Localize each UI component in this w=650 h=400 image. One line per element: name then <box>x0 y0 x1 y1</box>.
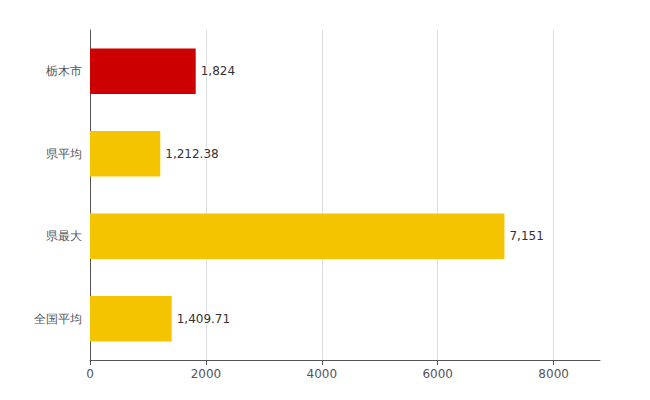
svg-text:全国平均: 全国平均 <box>34 312 82 326</box>
svg-text:1,212.38: 1,212.38 <box>165 147 218 161</box>
svg-text:1,409.71: 1,409.71 <box>177 312 230 326</box>
svg-text:8000: 8000 <box>538 367 569 381</box>
svg-text:0: 0 <box>86 367 94 381</box>
svg-text:4000: 4000 <box>307 367 338 381</box>
svg-text:県最大: 県最大 <box>46 229 82 243</box>
svg-text:7,151: 7,151 <box>509 229 543 243</box>
svg-text:栃木市: 栃木市 <box>46 64 82 78</box>
svg-text:2000: 2000 <box>191 367 222 381</box>
svg-text:6000: 6000 <box>422 367 453 381</box>
svg-text:1,824: 1,824 <box>201 64 235 78</box>
svg-text:県平均: 県平均 <box>46 147 82 161</box>
